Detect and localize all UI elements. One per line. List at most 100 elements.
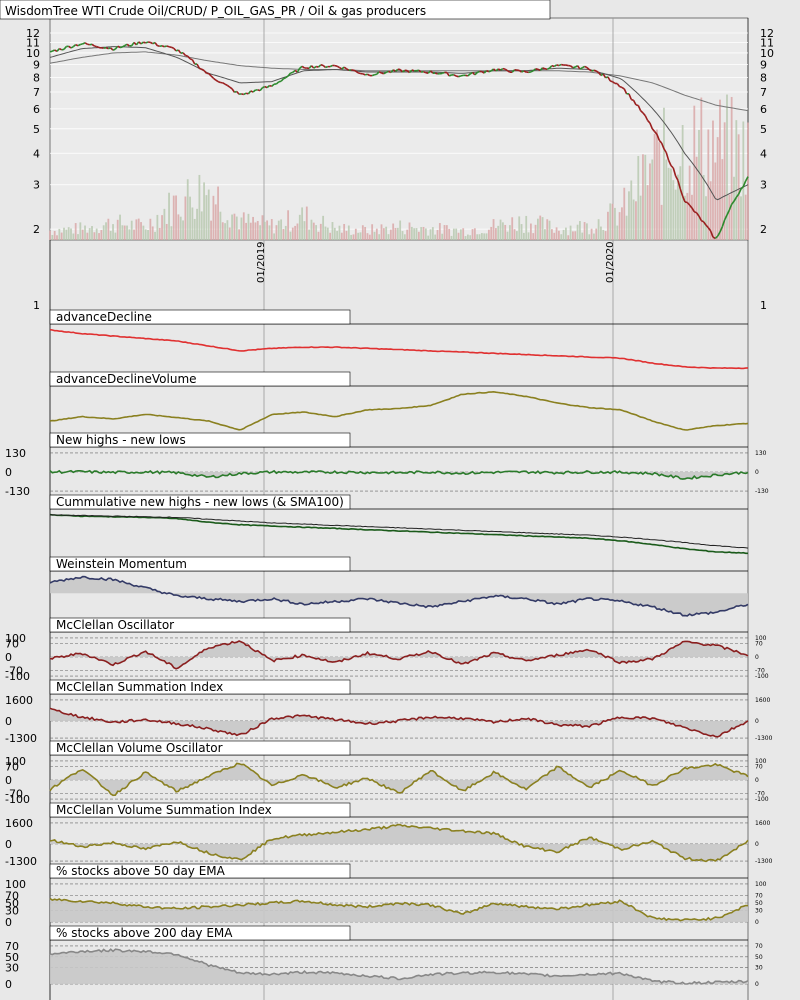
price-segment bbox=[234, 90, 238, 94]
volume-bar bbox=[506, 231, 509, 240]
y-tick-left: 130 bbox=[5, 447, 26, 460]
volume-bar bbox=[597, 219, 600, 240]
indicator-area bbox=[50, 708, 748, 737]
volume-bar bbox=[628, 191, 630, 240]
price-segment bbox=[75, 43, 79, 47]
volume-bar bbox=[324, 226, 327, 240]
volume-bar bbox=[116, 219, 119, 240]
volume-bar bbox=[387, 234, 390, 240]
volume-bar bbox=[497, 225, 500, 240]
price-segment bbox=[605, 76, 609, 79]
volume-bar bbox=[333, 227, 336, 240]
price-segment bbox=[521, 70, 525, 73]
volume-bar bbox=[49, 230, 51, 240]
y-tick-right: -100 bbox=[755, 673, 769, 680]
price-segment bbox=[658, 139, 663, 144]
price-segment bbox=[381, 72, 385, 75]
price-segment bbox=[287, 72, 292, 77]
y-tick-right: 0 bbox=[755, 777, 759, 784]
volume-bar bbox=[406, 229, 409, 240]
price-segment bbox=[376, 71, 380, 75]
y-tick-left: 0 bbox=[5, 466, 12, 479]
volume-bar bbox=[130, 220, 133, 240]
y-tick-right: 100 bbox=[755, 635, 767, 642]
y-tick-right: 0 bbox=[755, 718, 759, 725]
volume-bar bbox=[392, 223, 395, 240]
volume-bar bbox=[249, 222, 252, 240]
volume-bar bbox=[268, 225, 271, 240]
price-segment bbox=[719, 226, 724, 233]
y-tick-left: 0 bbox=[5, 916, 12, 929]
price-segment bbox=[716, 231, 721, 237]
volume-bar bbox=[305, 206, 308, 240]
volume-bar bbox=[259, 225, 262, 240]
volume-bar bbox=[431, 227, 434, 240]
volume-bar bbox=[623, 187, 626, 240]
price-segment bbox=[684, 201, 688, 204]
y-tick-right: 70 bbox=[755, 892, 763, 899]
price-segment bbox=[94, 45, 97, 48]
price-segment bbox=[121, 44, 126, 48]
price-segment bbox=[623, 88, 628, 95]
volume-bar bbox=[494, 228, 497, 240]
volume-bar bbox=[740, 196, 742, 240]
panel-title: % stocks above 50 day EMA bbox=[56, 864, 226, 878]
indicator-line bbox=[49, 514, 749, 549]
panel-title-box bbox=[49, 802, 351, 818]
panel-title: Weinstein Momentum bbox=[56, 557, 187, 571]
price-segment bbox=[429, 70, 434, 74]
y-tick-left: 0 bbox=[5, 978, 12, 991]
volume-bar bbox=[366, 233, 369, 240]
volume-bar bbox=[343, 223, 346, 240]
volume-bar bbox=[565, 227, 567, 240]
price-segment bbox=[434, 72, 438, 75]
volume-bar bbox=[98, 233, 100, 240]
volume-bar bbox=[595, 228, 598, 240]
price-segment bbox=[199, 67, 203, 71]
volume-bar bbox=[95, 228, 98, 240]
volume-bar bbox=[240, 217, 243, 240]
y-tick-right: 4 bbox=[760, 147, 767, 160]
volume-bar bbox=[196, 208, 198, 240]
volume-bar bbox=[457, 232, 460, 240]
volume-bar bbox=[221, 222, 224, 240]
volume-bar bbox=[63, 227, 65, 240]
price-segment bbox=[546, 67, 550, 71]
y-tick-left: 50 bbox=[5, 951, 19, 964]
volume-bar bbox=[478, 234, 481, 240]
price-segment bbox=[339, 66, 343, 70]
volume-bar bbox=[238, 229, 240, 240]
volume-bar bbox=[198, 174, 201, 240]
price-segment bbox=[196, 63, 201, 69]
y-tick-right: -1300 bbox=[755, 735, 773, 742]
price-segment bbox=[152, 41, 156, 45]
price-segment bbox=[266, 85, 270, 89]
price-segment bbox=[411, 69, 415, 72]
volume-bar bbox=[303, 221, 306, 240]
volume-bar bbox=[354, 228, 357, 240]
price-segment bbox=[712, 236, 716, 240]
price-segment bbox=[56, 48, 60, 52]
volume-bar bbox=[231, 214, 233, 240]
volume-bar bbox=[205, 195, 208, 240]
volume-bar bbox=[137, 218, 140, 240]
volume-bar bbox=[403, 234, 406, 240]
price-segment bbox=[310, 65, 315, 69]
volume-bar bbox=[551, 229, 553, 240]
price-segment bbox=[465, 74, 469, 77]
price-segment bbox=[544, 67, 548, 71]
volume-bar bbox=[364, 226, 367, 240]
price-segment bbox=[455, 75, 459, 78]
volume-bar bbox=[67, 227, 70, 240]
volume-bar bbox=[443, 225, 446, 240]
price-segment bbox=[275, 81, 280, 85]
price-segment bbox=[700, 219, 705, 223]
volume-bar bbox=[712, 120, 714, 240]
volume-bar bbox=[459, 229, 462, 240]
price-segment bbox=[467, 73, 471, 77]
volume-bar bbox=[56, 235, 58, 240]
panel-title: Cummulative new highs - new lows (& SMA1… bbox=[56, 495, 344, 509]
price-segment bbox=[119, 46, 123, 49]
price-segment bbox=[84, 42, 88, 45]
